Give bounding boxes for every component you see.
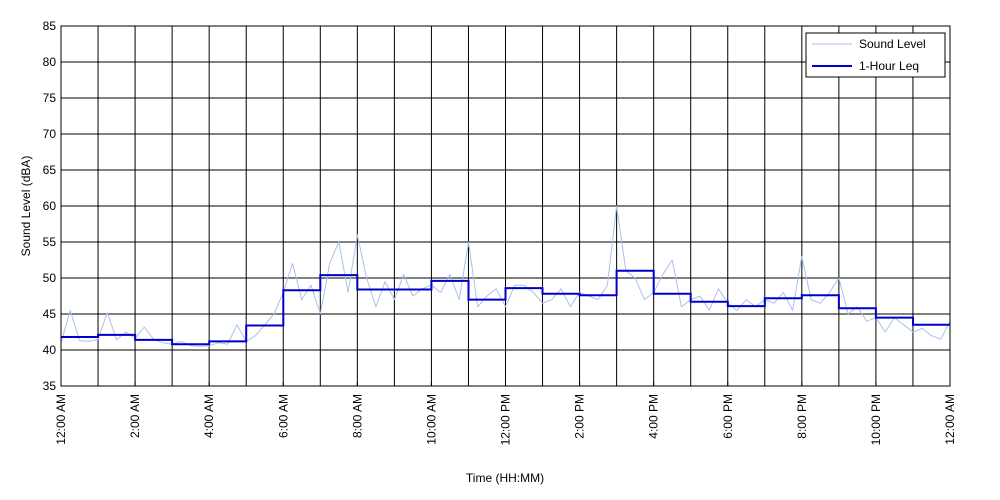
y-tick-label: 40 <box>43 343 57 357</box>
y-tick-label: 50 <box>43 271 57 285</box>
sound-level-series <box>60 205 951 347</box>
leq-series <box>61 269 950 346</box>
y-axis-title: Sound Level (dBA) <box>19 156 33 257</box>
y-tick-label: 65 <box>43 163 57 177</box>
y-tick-label: 70 <box>43 127 57 141</box>
y-axis-ticks: 35 40 45 50 55 60 65 70 75 80 85 <box>43 19 65 393</box>
y-tick-label: 80 <box>43 55 57 69</box>
y-tick-label: 60 <box>43 199 57 213</box>
x-tick-label: 12:00 PM <box>499 394 513 445</box>
x-tick-label: 4:00 PM <box>647 394 661 439</box>
legend: Sound Level 1-Hour Leq <box>805 32 946 78</box>
x-tick-label: 4:00 AM <box>202 394 216 438</box>
x-tick-label: 2:00 PM <box>573 394 587 439</box>
y-tick-label: 35 <box>43 379 57 393</box>
legend-label-leq: 1-Hour Leq <box>859 59 919 73</box>
x-tick-label: 6:00 AM <box>276 394 290 438</box>
y-tick-label: 85 <box>43 19 57 33</box>
x-tick-label: 2:00 AM <box>128 394 142 438</box>
x-tick-label: 12:00 AM <box>943 394 957 445</box>
x-tick-label: 10:00 AM <box>424 394 438 445</box>
sound-level-line <box>60 205 951 347</box>
y-tick-label: 45 <box>43 307 57 321</box>
x-axis-ticks: 12:00 AM 2:00 AM 4:00 AM 6:00 AM 8:00 AM 10:0… <box>54 382 957 445</box>
x-tick-label: 12:00 AM <box>54 394 68 445</box>
y-tick-label: 75 <box>43 91 57 105</box>
y-tick-label: 55 <box>43 235 57 249</box>
legend-label-sound-level: Sound Level <box>859 37 926 51</box>
x-axis-title: Time (HH:MM) <box>466 471 544 485</box>
x-tick-label: 10:00 PM <box>869 394 883 445</box>
x-tick-label: 8:00 PM <box>795 394 809 439</box>
horizontal-gridlines <box>61 61 950 351</box>
leq-step-line <box>61 269 950 346</box>
x-tick-label: 6:00 PM <box>721 394 735 439</box>
x-tick-label: 8:00 AM <box>350 394 364 438</box>
legend-box <box>805 32 946 78</box>
